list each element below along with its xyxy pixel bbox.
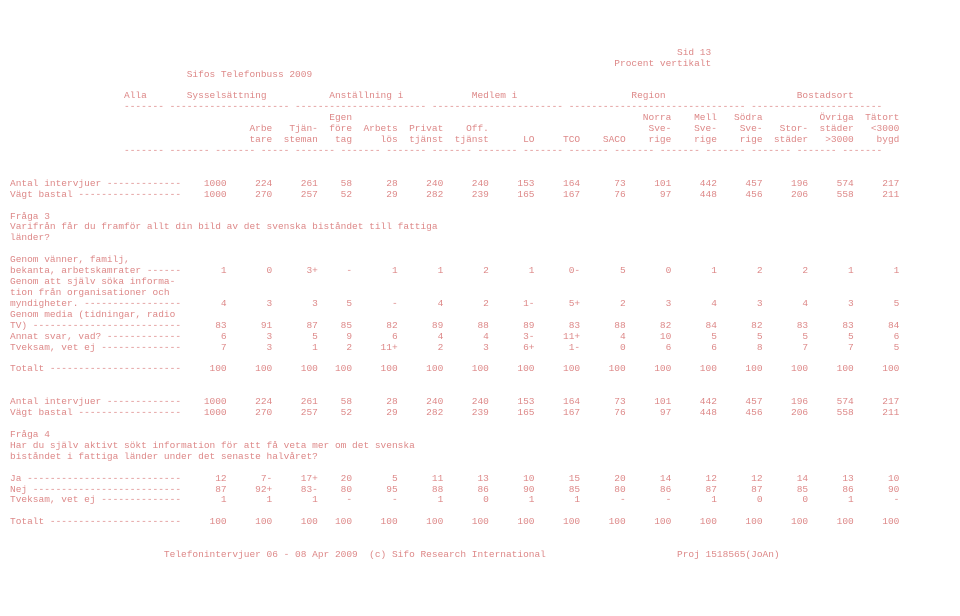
page-footer: Telefonintervjuer 06 - 08 Apr 2009 (c) S… — [10, 549, 780, 560]
s2-vagt: Vägt bastal ------------------ 1000 270 … — [10, 407, 899, 418]
f3-r1: bekanta, arbetskamrater ------ 1 0 3+ - … — [10, 265, 899, 276]
f3-r2l1: Genom att själv söka informa- — [10, 276, 175, 287]
page-pct: Procent vertikalt — [10, 58, 711, 69]
page-sid: Sid 13 — [10, 47, 711, 58]
colhead-row-3: tare steman tag lös tjänst tjänst LO TCO… — [10, 134, 899, 145]
colhead-row-1: Egen Norra Mell Södra Övriga Tätort — [10, 112, 899, 123]
fraga4-title: Fråga 4 — [10, 429, 50, 440]
f3-r4: Annat svar, vad? ------------- 6 3 5 9 6… — [10, 331, 899, 342]
fraga3-text2: länder? — [10, 232, 50, 243]
f3-r1l1: Genom vänner, familj, — [10, 254, 130, 265]
s1-antal: Antal intervjuer ------------- 1000 224 … — [10, 178, 899, 189]
fraga4-text1: Har du själv aktivt sökt information för… — [10, 440, 415, 451]
f4-tot: Totalt ----------------------- 100 100 1… — [10, 516, 899, 527]
f4-tv: Tveksam, vet ej -------------- 1 1 1 - -… — [10, 494, 899, 505]
colgroup-row: Alla Sysselsättning Anställning i Medlem… — [10, 90, 854, 101]
f3-r5: Tveksam, vet ej -------------- 7 3 1 2 1… — [10, 342, 899, 353]
f3-r2: myndigheter. ----------------- 4 3 3 5 -… — [10, 298, 899, 309]
report-body: Sid 13 Procent vertikalt Sifos Telefonbu… — [10, 48, 950, 561]
f4-ja: Ja --------------------------- 12 7- 17+… — [10, 473, 899, 484]
page-title: Sifos Telefonbuss 2009 — [10, 69, 312, 80]
f3-r3: TV) -------------------------- 83 91 87 … — [10, 320, 899, 331]
colhead-row-2: Arbe Tjän- före Arbets Privat Off. Sve- … — [10, 123, 899, 134]
fraga3-text1: Varifrån får du framför allt din bild av… — [10, 221, 438, 232]
f3-tot: Totalt ----------------------- 100 100 1… — [10, 363, 899, 374]
f3-r2l2: tion från organisationer och — [10, 287, 170, 298]
f4-nej: Nej -------------------------- 87 92+ 83… — [10, 484, 899, 495]
f3-r3l1: Genom media (tidningar, radio — [10, 309, 175, 320]
s1-vagt: Vägt bastal ------------------ 1000 270 … — [10, 189, 899, 200]
s2-antal: Antal intervjuer ------------- 1000 224 … — [10, 396, 899, 407]
fraga3-title: Fråga 3 — [10, 211, 50, 222]
fraga4-text2: biståndet i fattiga länder under det sen… — [10, 451, 318, 462]
